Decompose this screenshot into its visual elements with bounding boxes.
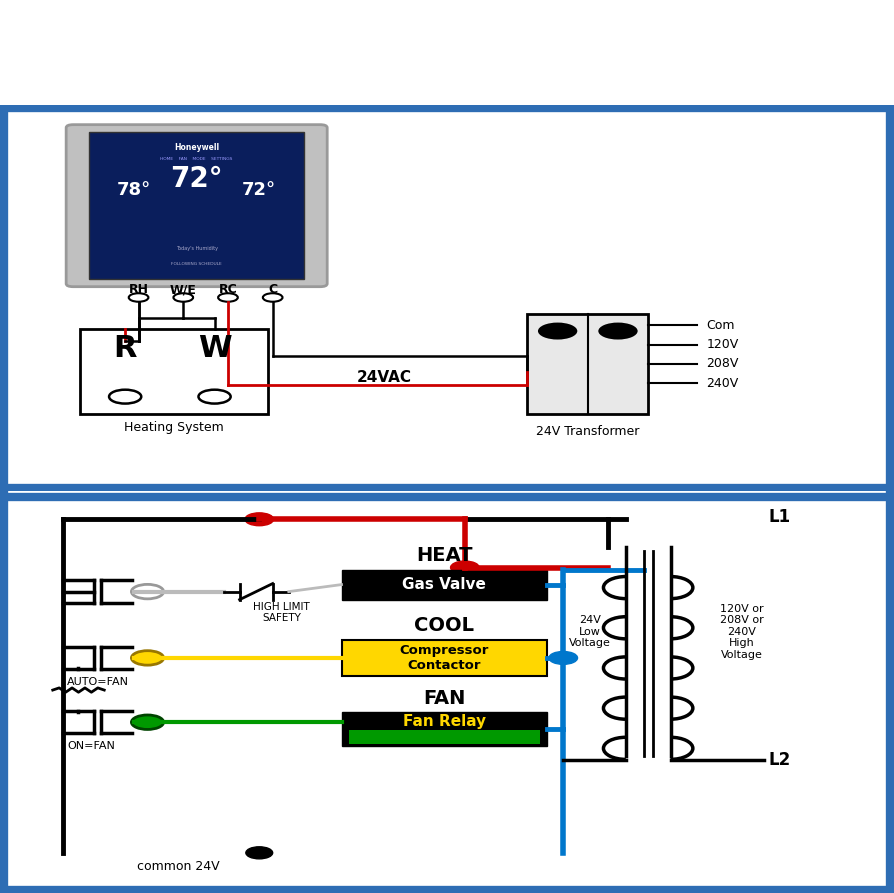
Text: 120V or
208V or
240V
High
Voltage: 120V or 208V or 240V High Voltage: [721, 604, 763, 660]
Text: 72°: 72°: [171, 164, 223, 193]
Text: 208V: 208V: [706, 357, 738, 371]
Bar: [342, 639, 547, 676]
Text: L2: L2: [769, 751, 791, 770]
Text: FAN: FAN: [423, 689, 466, 707]
Text: Fan Relay: Fan Relay: [403, 714, 485, 730]
Text: RH: RH: [129, 283, 148, 296]
Text: 240V: 240V: [706, 377, 738, 389]
Bar: [527, 313, 648, 414]
Circle shape: [451, 561, 479, 574]
Circle shape: [131, 651, 164, 665]
Text: 24VAC: 24VAC: [357, 370, 412, 385]
Text: AUTO=FAN: AUTO=FAN: [67, 677, 129, 687]
Circle shape: [131, 715, 164, 730]
Circle shape: [598, 322, 637, 339]
Text: Honeywell: Honeywell: [174, 143, 219, 152]
Text: HEAT: HEAT: [416, 546, 473, 565]
Circle shape: [245, 513, 274, 526]
Text: HOME    FAN    MODE    SETTINGS: HOME FAN MODE SETTINGS: [161, 157, 232, 162]
Text: R: R: [114, 334, 137, 363]
Bar: [80, 330, 268, 414]
Text: Heating System: Heating System: [124, 421, 224, 434]
Text: COOL: COOL: [414, 616, 475, 635]
Circle shape: [549, 652, 578, 664]
Bar: [89, 132, 304, 279]
Text: ON=FAN: ON=FAN: [67, 741, 115, 751]
Circle shape: [246, 847, 273, 859]
Text: FOLLOWING SCHEDULE: FOLLOWING SCHEDULE: [172, 262, 222, 265]
Text: W/E: W/E: [170, 283, 197, 296]
FancyBboxPatch shape: [66, 125, 327, 287]
Bar: [342, 713, 547, 747]
Bar: [342, 570, 547, 600]
Text: 24V Transformer: 24V Transformer: [536, 425, 639, 438]
Text: HIGH LIMIT
SAFETY: HIGH LIMIT SAFETY: [253, 602, 310, 623]
Text: How to Wire Transformer: How to Wire Transformer: [55, 28, 839, 82]
Text: C: C: [268, 283, 277, 296]
Circle shape: [131, 584, 164, 599]
Text: 78°: 78°: [117, 181, 151, 199]
Text: RC: RC: [219, 283, 237, 296]
Text: Com: Com: [706, 319, 735, 332]
Text: 72°: 72°: [242, 181, 276, 199]
Text: Today's Humidity: Today's Humidity: [176, 246, 217, 251]
Bar: [349, 730, 540, 744]
Circle shape: [538, 322, 578, 339]
Text: L1: L1: [769, 508, 791, 526]
Text: 120V: 120V: [706, 338, 738, 351]
Text: Gas Valve: Gas Valve: [402, 577, 486, 592]
Text: 24V
Low
Voltage: 24V Low Voltage: [569, 615, 611, 648]
Text: Compressor
Contactor: Compressor Contactor: [400, 644, 489, 672]
Text: common 24V: common 24V: [138, 860, 220, 873]
Text: W: W: [198, 334, 232, 363]
